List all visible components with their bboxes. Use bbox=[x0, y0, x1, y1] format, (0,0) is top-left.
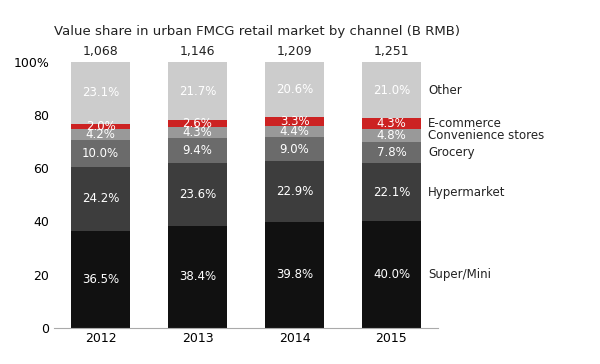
Bar bbox=[71, 167, 130, 231]
Text: 2.6%: 2.6% bbox=[182, 117, 212, 130]
Text: 4.3%: 4.3% bbox=[377, 117, 406, 130]
Bar bbox=[265, 117, 323, 126]
Bar bbox=[169, 62, 227, 120]
Bar bbox=[265, 126, 323, 137]
Text: 23.1%: 23.1% bbox=[82, 86, 119, 99]
Text: 1,068: 1,068 bbox=[83, 45, 118, 58]
Text: 20.6%: 20.6% bbox=[276, 83, 313, 96]
Text: 4.8%: 4.8% bbox=[377, 129, 406, 142]
Bar bbox=[362, 118, 421, 129]
Bar bbox=[169, 138, 227, 163]
Text: 1,251: 1,251 bbox=[374, 45, 409, 58]
Bar bbox=[169, 120, 227, 127]
Bar bbox=[169, 127, 227, 138]
Text: 4.4%: 4.4% bbox=[280, 125, 310, 138]
Bar bbox=[169, 163, 227, 226]
Text: 36.5%: 36.5% bbox=[82, 273, 119, 286]
Text: 1,209: 1,209 bbox=[277, 45, 312, 58]
Text: Other: Other bbox=[428, 84, 462, 96]
Bar bbox=[71, 123, 130, 129]
Bar bbox=[265, 137, 323, 161]
Bar bbox=[362, 129, 421, 142]
Text: 21.7%: 21.7% bbox=[179, 84, 216, 98]
Text: Convenience stores: Convenience stores bbox=[428, 129, 545, 142]
Text: 9.4%: 9.4% bbox=[182, 144, 212, 157]
Bar bbox=[265, 62, 323, 117]
Bar bbox=[362, 62, 421, 118]
Bar bbox=[362, 221, 421, 328]
Text: Super/Mini: Super/Mini bbox=[428, 268, 491, 281]
Text: 38.4%: 38.4% bbox=[179, 270, 216, 283]
Text: 1,146: 1,146 bbox=[180, 45, 215, 58]
Text: 4.3%: 4.3% bbox=[182, 126, 212, 139]
Text: 7.8%: 7.8% bbox=[377, 146, 406, 159]
Text: 40.0%: 40.0% bbox=[373, 268, 410, 281]
Text: 22.9%: 22.9% bbox=[276, 185, 313, 198]
Text: 3.3%: 3.3% bbox=[280, 115, 309, 128]
Text: E-commerce: E-commerce bbox=[428, 117, 502, 130]
Text: 39.8%: 39.8% bbox=[276, 268, 313, 281]
Bar bbox=[71, 231, 130, 328]
Bar bbox=[169, 226, 227, 328]
Text: 21.0%: 21.0% bbox=[373, 84, 410, 96]
Text: 4.2%: 4.2% bbox=[86, 128, 115, 141]
Bar bbox=[265, 161, 323, 222]
Text: 9.0%: 9.0% bbox=[280, 143, 310, 156]
Text: 10.0%: 10.0% bbox=[82, 147, 119, 160]
Bar bbox=[71, 62, 130, 123]
Text: 23.6%: 23.6% bbox=[179, 188, 216, 201]
Text: 22.1%: 22.1% bbox=[373, 186, 410, 199]
Bar bbox=[71, 140, 130, 167]
Bar bbox=[362, 163, 421, 221]
Bar bbox=[71, 129, 130, 140]
Text: Hypermarket: Hypermarket bbox=[428, 186, 506, 199]
Bar bbox=[265, 222, 323, 328]
Bar bbox=[362, 142, 421, 163]
Text: 2.0%: 2.0% bbox=[86, 120, 115, 133]
Text: 24.2%: 24.2% bbox=[82, 192, 119, 205]
Text: Value share in urban FMCG retail market by channel (B RMB): Value share in urban FMCG retail market … bbox=[54, 25, 460, 38]
Text: Grocery: Grocery bbox=[428, 146, 475, 159]
